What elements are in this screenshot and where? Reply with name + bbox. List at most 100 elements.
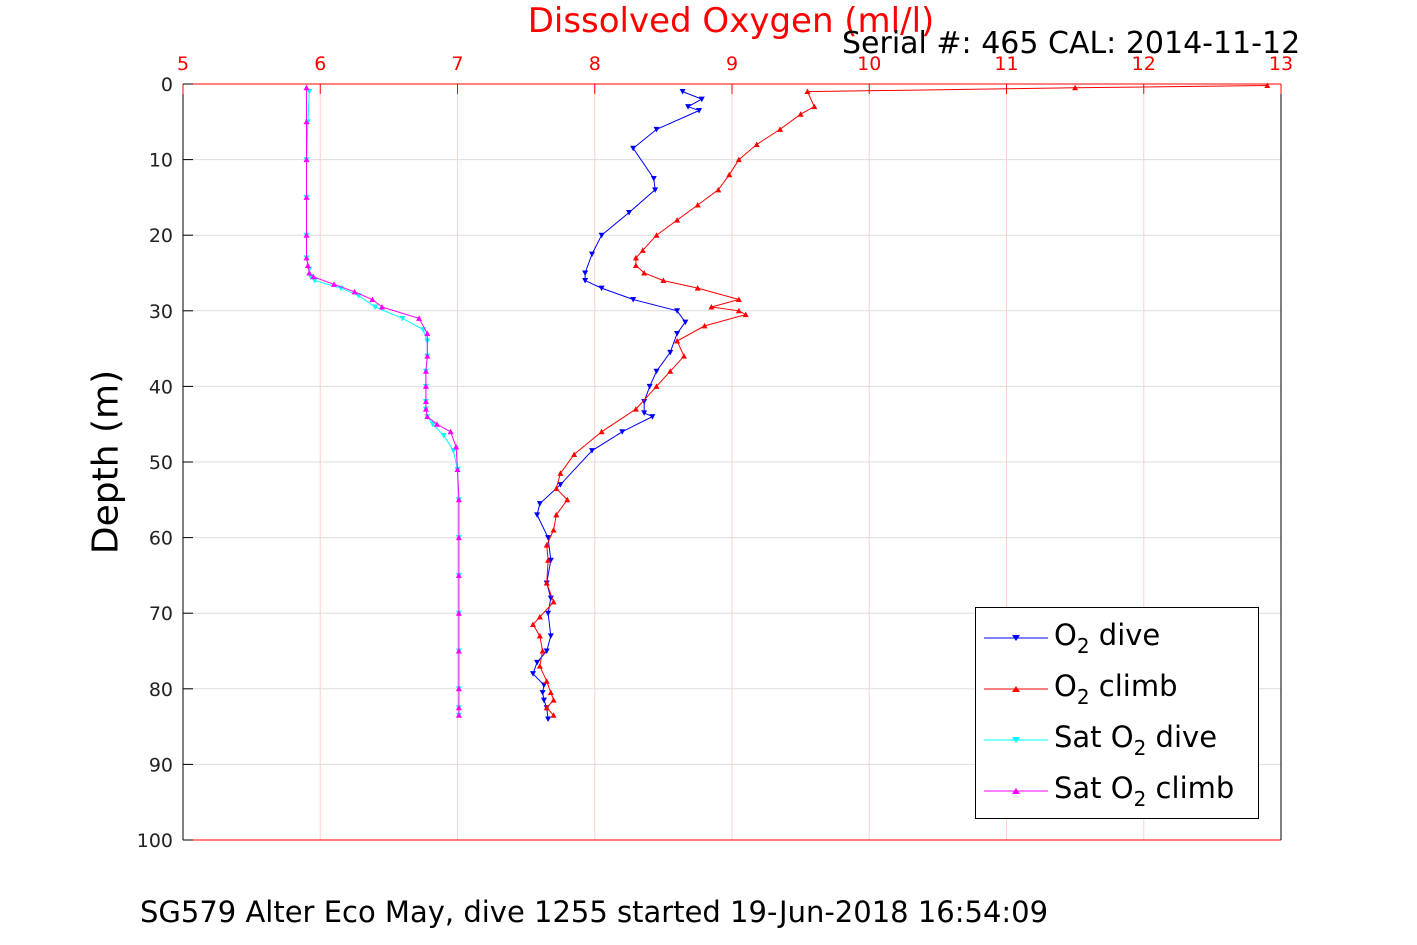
y-tick-label: 70 bbox=[149, 603, 173, 625]
y-tick-label: 60 bbox=[149, 528, 173, 550]
data-point-sat-o2-climb bbox=[455, 704, 462, 711]
data-point-sat-o2-climb bbox=[304, 262, 311, 268]
x-tick-label: 10 bbox=[857, 53, 881, 75]
legend: O2 dive O2 climb Sat O2 dive Sat O2 clim… bbox=[975, 607, 1259, 819]
data-point-o2-climb bbox=[641, 270, 648, 276]
x-tick-label: 5 bbox=[177, 53, 189, 75]
data-point-o2-climb bbox=[694, 201, 701, 208]
data-point-o2-dive bbox=[685, 104, 692, 110]
data-point-o2-dive bbox=[667, 349, 674, 356]
data-point-o2-climb bbox=[674, 217, 681, 223]
legend-swatch-o2-climb bbox=[984, 686, 1048, 692]
data-point-o2-climb bbox=[536, 613, 543, 620]
dive-caption: SG579 Alter Eco May, dive 1255 started 1… bbox=[140, 895, 1049, 929]
data-point-sat-o2-climb bbox=[455, 572, 462, 578]
data-point-o2-climb bbox=[777, 126, 784, 132]
data-point-sat-o2-dive bbox=[311, 278, 318, 284]
data-point-sat-o2-climb bbox=[303, 118, 310, 125]
data-point-o2-dive bbox=[536, 501, 543, 507]
data-point-o2-climb bbox=[811, 103, 818, 110]
data-point-o2-dive bbox=[649, 414, 656, 420]
data-point-sat-o2-climb bbox=[455, 712, 462, 718]
x-tick-label: 9 bbox=[726, 53, 738, 75]
data-point-o2-climb bbox=[667, 368, 674, 374]
data-point-o2-dive bbox=[540, 682, 547, 689]
data-point-o2-dive bbox=[630, 145, 637, 152]
data-point-sat-o2-dive bbox=[399, 315, 406, 322]
data-point-sat-o2-climb bbox=[303, 84, 310, 91]
data-point-o2-dive bbox=[619, 429, 626, 435]
y-tick-label: 90 bbox=[149, 754, 173, 776]
data-point-o2-climb bbox=[543, 704, 550, 711]
legend-label-o2-climb: O2 climb bbox=[1054, 669, 1178, 709]
data-point-sat-o2-climb bbox=[303, 156, 310, 163]
data-point-o2-dive bbox=[650, 176, 657, 182]
data-point-o2-climb bbox=[708, 304, 715, 310]
data-point-o2-climb bbox=[550, 697, 557, 703]
data-point-o2-dive bbox=[698, 96, 705, 103]
data-point-o2-climb bbox=[550, 527, 557, 533]
data-point-sat-o2-dive bbox=[372, 304, 379, 311]
chart-title: Dissolved Oxygen (ml/l) bbox=[527, 1, 935, 41]
y-tick-label: 30 bbox=[149, 301, 173, 323]
data-point-o2-climb bbox=[547, 689, 554, 696]
data-point-sat-o2-climb bbox=[369, 296, 376, 302]
data-point-o2-dive bbox=[547, 595, 554, 602]
data-point-o2-dive bbox=[534, 512, 541, 518]
data-point-o2-climb bbox=[564, 496, 571, 503]
data-point-o2-dive bbox=[626, 210, 633, 216]
data-point-o2-dive bbox=[540, 697, 547, 704]
legend-item-o2-dive: O2 dive bbox=[984, 613, 1160, 663]
data-point-o2-climb bbox=[680, 353, 687, 359]
data-point-o2-dive bbox=[641, 410, 648, 416]
data-point-sat-o2-climb bbox=[422, 383, 429, 389]
data-point-o2-climb bbox=[543, 678, 550, 684]
data-point-sat-o2-climb bbox=[455, 648, 462, 654]
data-point-o2-climb bbox=[674, 338, 681, 344]
data-point-o2-dive bbox=[545, 535, 552, 541]
x-tick-label: 7 bbox=[451, 53, 463, 75]
data-point-o2-dive bbox=[598, 232, 605, 239]
data-point-o2-climb bbox=[694, 285, 701, 291]
data-point-o2-climb bbox=[797, 111, 804, 117]
data-point-o2-climb bbox=[571, 451, 578, 457]
data-point-o2-dive bbox=[598, 285, 605, 292]
data-point-o2-dive bbox=[534, 659, 541, 666]
y-axis-label: Depth (m) bbox=[85, 369, 127, 555]
y-tick-label: 80 bbox=[149, 679, 173, 701]
data-point-sat-o2-climb bbox=[424, 413, 431, 420]
data-point-sat-o2-climb bbox=[455, 534, 462, 541]
series-line-sat-o2-climb bbox=[306, 87, 460, 716]
data-point-sat-o2-climb bbox=[424, 353, 431, 359]
data-point-o2-dive bbox=[582, 270, 589, 276]
data-point-sat-o2-climb bbox=[422, 368, 429, 374]
y-tick-label: 20 bbox=[149, 225, 173, 247]
legend-item-sat-o2-dive: Sat O2 dive bbox=[984, 715, 1217, 765]
data-point-o2-dive bbox=[630, 296, 637, 303]
data-point-sat-o2-climb bbox=[303, 254, 310, 261]
data-point-sat-o2-climb bbox=[447, 428, 454, 435]
x-tick-label: 11 bbox=[994, 53, 1018, 75]
data-point-sat-o2-climb bbox=[455, 496, 462, 503]
data-point-o2-climb bbox=[742, 311, 749, 318]
series-line-o2-dive bbox=[532, 91, 703, 720]
legend-swatch-sat-o2-dive bbox=[984, 737, 1048, 743]
data-point-sat-o2-climb bbox=[455, 685, 462, 692]
data-point-o2-dive bbox=[545, 716, 552, 723]
legend-swatch-o2-dive bbox=[984, 635, 1048, 641]
data-point-o2-dive bbox=[641, 399, 648, 405]
data-point-o2-dive bbox=[589, 251, 596, 258]
data-point-o2-dive bbox=[589, 448, 596, 454]
data-point-o2-climb bbox=[804, 88, 811, 95]
y-tick-label: 40 bbox=[149, 376, 173, 398]
data-point-o2-climb bbox=[543, 542, 550, 548]
data-point-o2-climb bbox=[735, 307, 742, 314]
data-point-o2-climb bbox=[536, 632, 543, 639]
x-tick-label: 13 bbox=[1269, 53, 1293, 75]
data-point-o2-climb bbox=[550, 598, 557, 605]
data-point-o2-dive bbox=[547, 633, 554, 639]
data-point-o2-climb bbox=[1264, 82, 1271, 89]
data-point-sat-o2-climb bbox=[433, 421, 440, 427]
data-point-o2-climb bbox=[735, 296, 742, 302]
data-point-o2-dive bbox=[529, 671, 536, 677]
